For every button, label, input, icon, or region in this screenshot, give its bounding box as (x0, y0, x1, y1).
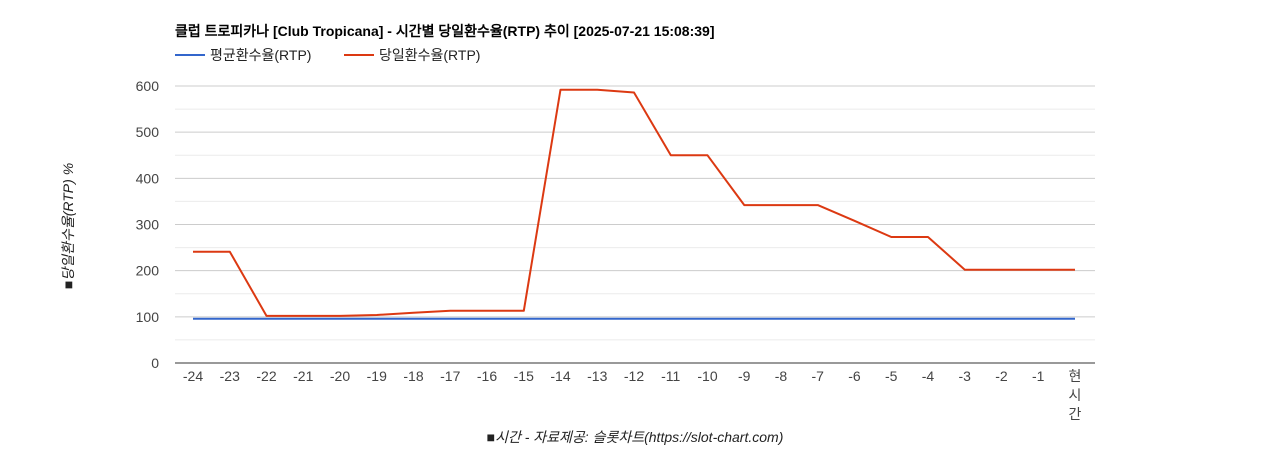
x-tick-label: -3 (959, 368, 972, 384)
legend-label-0: 평균환수율(RTP) (210, 47, 311, 63)
x-tick-label: -10 (697, 368, 717, 384)
x-tick-label: -18 (403, 368, 423, 384)
x-tick-label: -5 (885, 368, 898, 384)
x-tick-label: -2 (995, 368, 1008, 384)
x-axis-title: ■시간 - 자료제공: 슬롯차트(https://slot-chart.com) (487, 429, 784, 445)
x-tick-label: -24 (183, 368, 203, 384)
chart-title: 클럽 트로피카나 [Club Tropicana] - 시간별 당일환수율(RT… (175, 23, 715, 39)
y-tick-label: 300 (136, 217, 160, 233)
y-tick-label: 400 (136, 170, 160, 186)
x-tick-label: -17 (440, 368, 460, 384)
x-tick-label: -7 (812, 368, 825, 384)
y-tick-label: 0 (151, 355, 159, 371)
x-tick-label: -20 (330, 368, 350, 384)
x-tick-label: -8 (775, 368, 788, 384)
x-tick-label: -21 (293, 368, 313, 384)
gridlines (175, 85, 1095, 341)
y-tick-label: 100 (136, 309, 160, 325)
x-axis-ticks: -24 -23 -22 -21 -20 -19 -18 -17 -16 -15 -14 -13 -12 -… (183, 368, 1082, 422)
x-tick-label: -22 (256, 368, 276, 384)
series-lines (193, 88, 1075, 320)
x-tick-label: -12 (624, 368, 644, 384)
x-tick-label: -23 (220, 368, 240, 384)
x-tick-label: -19 (367, 368, 387, 384)
y-tick-label: 600 (136, 78, 160, 94)
x-tick-label: -13 (587, 368, 607, 384)
x-tick-label: -1 (1032, 368, 1045, 384)
legend[interactable]: 평균환수율(RTP) 당일환수율(RTP) (175, 47, 480, 63)
y-tick-label: 200 (136, 263, 160, 279)
x-tick-label: -4 (922, 368, 935, 384)
x-tick-label: -14 (550, 368, 570, 384)
legend-label-1: 당일환수율(RTP) (379, 47, 480, 63)
x-tick-label: -11 (661, 368, 680, 384)
y-tick-label: 500 (136, 124, 160, 140)
x-tick-label: -15 (514, 368, 534, 384)
series-line-1 (193, 88, 1075, 317)
x-tick-label: -16 (477, 368, 497, 384)
y-axis-ticks: 0 100 200 300 400 500 600 (136, 78, 160, 371)
x-tick-label: -9 (738, 368, 751, 384)
y-axis-title: ■당일환수율(RTP) % (60, 163, 76, 289)
x-tick-label: -6 (848, 368, 861, 384)
